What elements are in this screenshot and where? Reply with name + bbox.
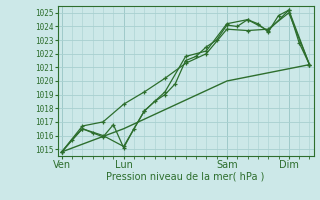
X-axis label: Pression niveau de la mer( hPa ): Pression niveau de la mer( hPa ): [107, 172, 265, 182]
